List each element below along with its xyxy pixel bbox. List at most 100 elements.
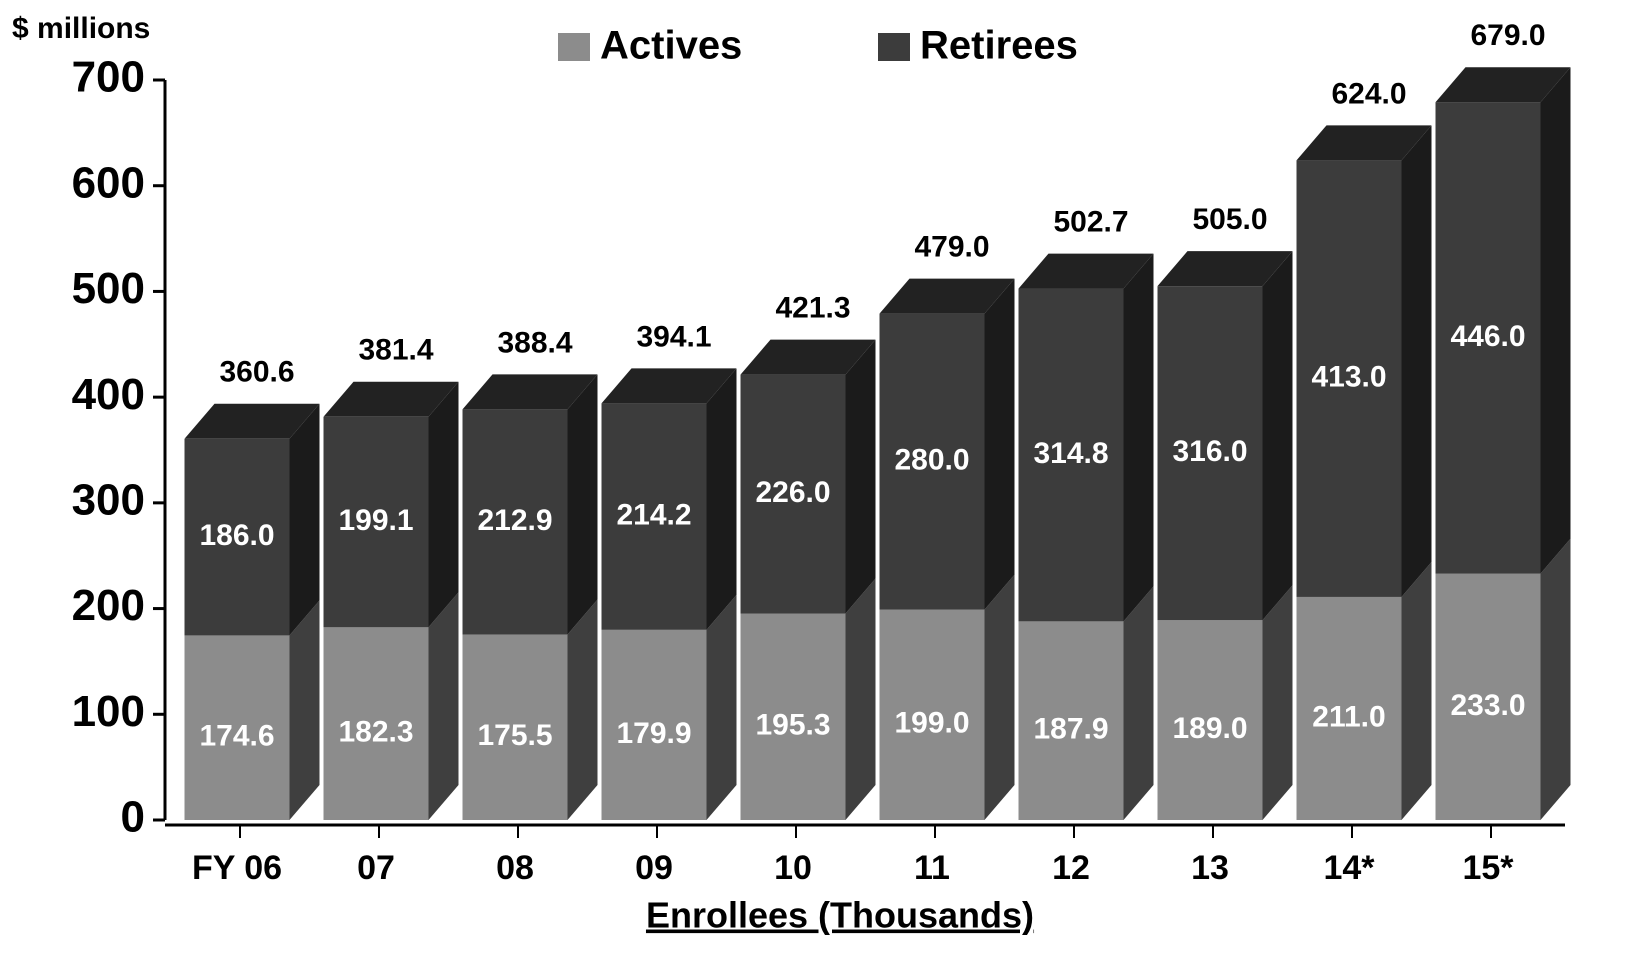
bar-top [740,339,876,375]
total-label: 421.3 [775,292,850,325]
bar-segment [879,609,985,820]
total-label: 388.4 [497,326,572,359]
y-tick-label: 0 [121,793,145,842]
value-label: 199.1 [338,504,413,537]
value-label: 226.0 [755,476,830,509]
bar-side [567,599,598,820]
bar-top [1018,253,1154,289]
bar-side [428,592,459,820]
x-axis-label: Enrollees (Thousands) [646,895,1034,936]
y-tick-label: 300 [72,475,145,524]
bar-segment [1435,573,1541,820]
bar-segment [184,438,290,636]
bar-side [984,574,1015,820]
bar-segment [1296,160,1402,597]
y-tick-label: 400 [72,370,145,419]
bar-segment [740,374,846,614]
bar-top [462,374,598,410]
y-tick-label: 200 [72,581,145,630]
bar-segment [1296,596,1402,820]
value-label: 211.0 [1312,700,1385,733]
bar-top [184,403,320,439]
value-label: 280.0 [894,444,969,477]
legend-label: Retirees [920,24,1078,68]
x-tick-label: 07 [357,849,395,887]
legend-swatch [878,33,910,61]
value-label: 199.0 [894,707,969,740]
x-tick-label: 13 [1191,849,1229,887]
bar-side [706,368,737,630]
bar-side [845,339,876,614]
bar-segment [1157,286,1263,621]
bar-segment [462,409,568,635]
bar-segment [1435,102,1541,574]
bar-side [1540,67,1571,574]
value-label: 175.5 [477,719,552,752]
value-label: 187.9 [1033,713,1108,746]
bar-side [984,278,1015,610]
y-axis-label: $ millions [12,12,150,45]
bar-top [879,278,1015,314]
bar-segment [462,634,568,820]
bar-segment [323,416,429,628]
bar-segment [1018,621,1124,820]
bar-side [1401,125,1432,597]
bar-side [1123,586,1154,820]
bar-segment [1018,288,1124,622]
bar-side [1123,253,1154,622]
legend-label: Actives [600,24,742,68]
x-tick-label: 11 [914,849,950,887]
bar-side [289,600,320,820]
total-label: 502.7 [1053,205,1128,238]
value-label: 314.8 [1033,437,1108,470]
y-tick-label: 600 [72,158,145,207]
total-label: 479.0 [914,231,989,264]
bar-side [428,381,459,628]
bar-segment [740,613,846,820]
bar-top [1435,67,1571,103]
bar-side [567,374,598,635]
bar-side [1262,585,1293,820]
value-label: 233.0 [1450,689,1525,722]
bar-top [323,381,459,417]
bar-segment [601,403,707,630]
bar-segment [879,313,985,610]
value-label: 195.3 [755,709,830,742]
total-label: 624.0 [1331,77,1406,110]
x-tick-label: 10 [774,849,812,887]
value-label: 212.9 [477,504,552,537]
bar-segment [323,627,429,820]
value-label: 413.0 [1311,361,1386,394]
total-label: 505.0 [1192,203,1267,236]
x-tick-label: 14* [1323,849,1375,887]
bar-side [1401,561,1432,820]
x-tick-label: 08 [496,849,534,887]
legend-swatch [558,33,590,61]
value-label: 179.9 [616,717,691,750]
bar-side [706,594,737,820]
bar-side [289,403,320,636]
bar-top [1296,125,1432,161]
value-label: 446.0 [1450,320,1525,353]
total-label: 381.4 [358,334,433,367]
bar-side [1262,251,1293,621]
bar-side [845,578,876,820]
bar-side [1540,538,1571,820]
x-tick-label: FY 06 [192,849,282,887]
x-tick-label: 12 [1052,849,1090,887]
bar-segment [1157,620,1263,820]
value-label: 186.0 [199,519,274,552]
y-tick-label: 100 [72,687,145,736]
bar-top [601,368,737,404]
value-label: 189.0 [1172,712,1247,745]
x-tick-label: 15* [1462,849,1514,887]
value-label: 316.0 [1172,435,1247,468]
x-tick-label: 09 [635,849,673,887]
total-label: 679.0 [1470,19,1545,52]
total-label: 394.1 [636,320,711,353]
value-label: 182.3 [338,716,413,749]
total-label: 360.6 [219,356,294,389]
bar-segment [601,629,707,820]
bar-top [1157,251,1293,287]
